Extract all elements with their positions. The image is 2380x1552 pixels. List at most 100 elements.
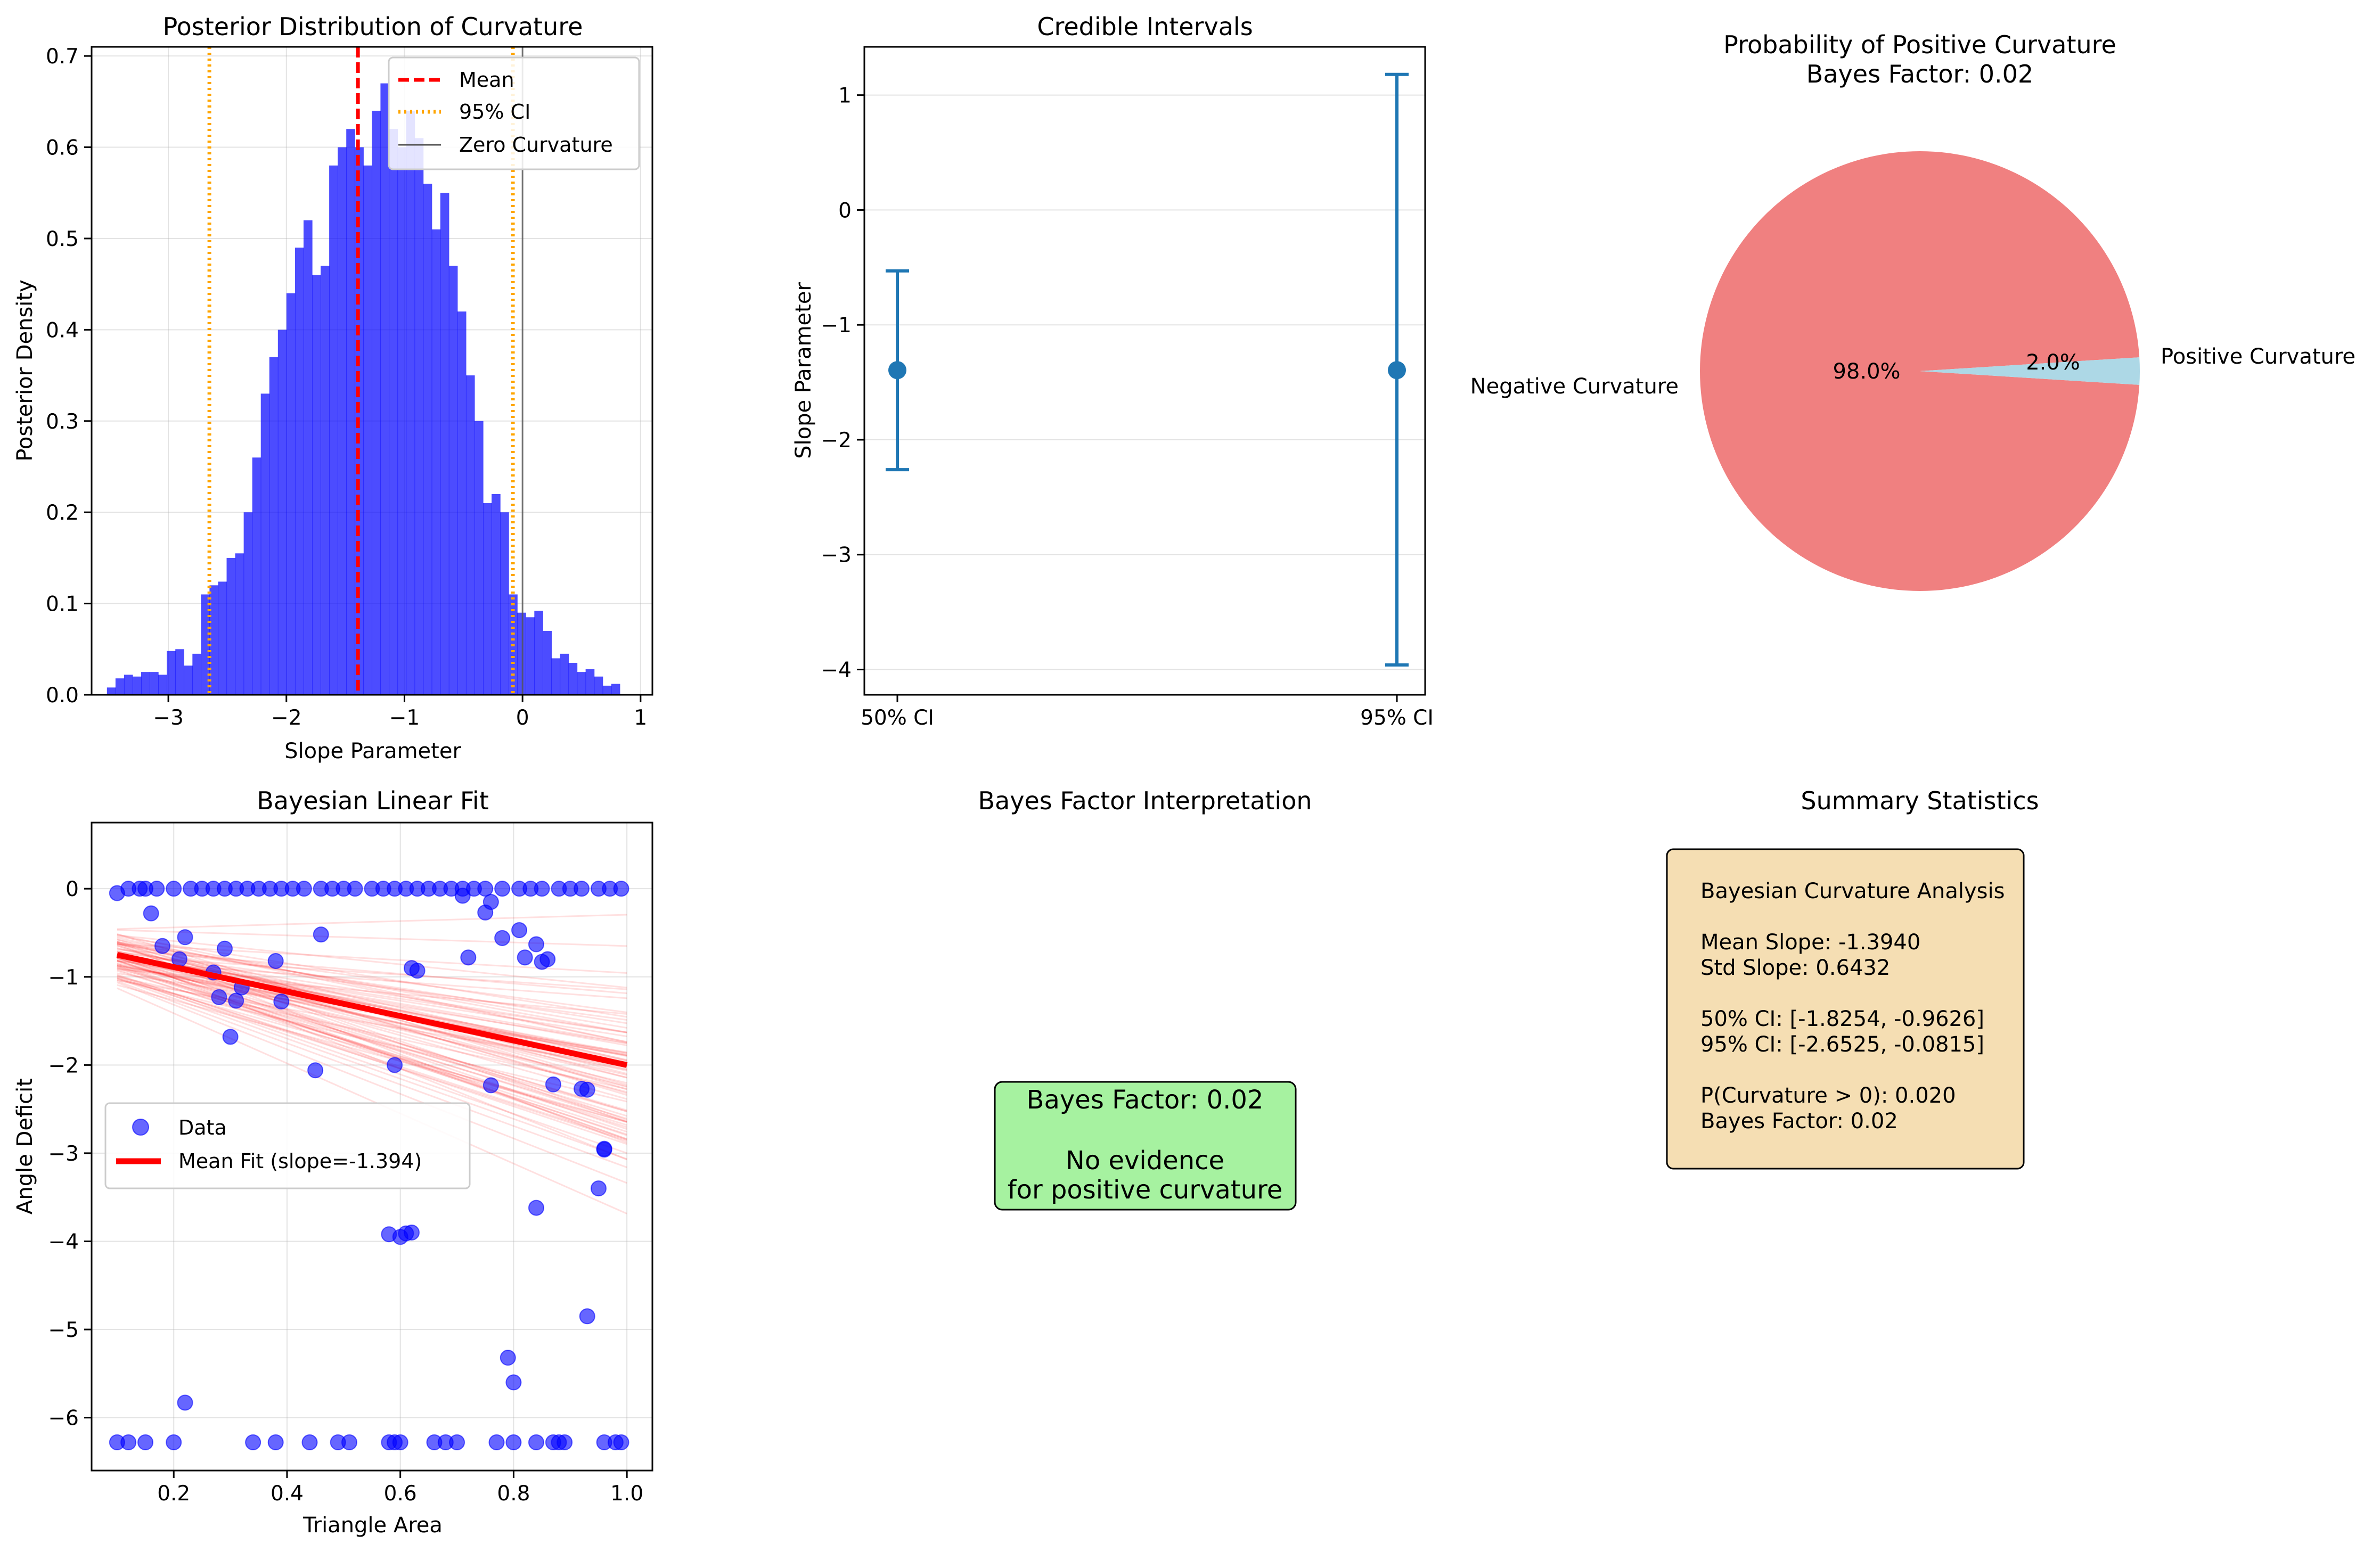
histogram-bar [277,330,287,695]
posterior-sample-line [117,984,627,1123]
posterior-sample-line [117,943,627,1024]
posterior-sample-line [117,962,627,1084]
posterior-sample-line [117,964,627,1072]
posterior-sample-line [117,970,627,1126]
pie-label-positive: Positive Curvature [2161,344,2356,369]
posterior-sample-line [117,955,627,1079]
legend-frame [104,1102,471,1189]
data-point [579,1308,595,1325]
posterior-sample-line [117,959,627,1140]
histogram-bar [141,672,150,695]
data-point [528,1434,544,1451]
posterior-sample-line [117,965,627,1133]
posterior-sample-line [117,939,627,1033]
y-tick-label: −6 [48,1407,79,1431]
x-tick-label: 0.8 [497,1482,530,1506]
y-tick-label: 1 [838,84,852,108]
x-tick-label: 0.6 [384,1482,417,1506]
data-point [228,992,244,1009]
y-tick-label: 0.4 [46,318,79,342]
data-point [539,951,556,967]
histogram-bar [329,165,338,695]
histogram-bar [252,457,261,695]
x-tick-label: 0.2 [157,1482,190,1506]
posterior-sample-line [117,955,627,1033]
summary-statistics-panel: Summary Statistics Bayesian Curvature An… [1666,786,2039,1170]
data-point [557,1434,573,1451]
data-point [596,1140,612,1157]
posterior-sample-line [117,958,627,1093]
plot-frame [91,46,653,696]
data-point [511,922,528,939]
posterior-sample-line [117,968,627,1015]
y-tick-label: 0.0 [46,684,79,708]
x-tick-label: −3 [153,706,184,730]
data-point [273,993,290,1010]
x-axis-label: Slope Parameter [284,739,461,763]
data-point [143,905,159,922]
data-point [149,881,165,897]
data-point [154,938,170,954]
histogram-bar [260,393,270,695]
data-point [301,1434,318,1451]
posterior-sample-line [117,979,627,1067]
chart-title: Posterior Distribution of Curvature [163,12,583,41]
histogram-bar [448,266,458,695]
x-tick-label: 1 [634,706,647,730]
posterior-sample-line [117,974,627,1141]
posterior-sample-line [117,979,627,1103]
x-tick-label: 1.0 [610,1482,643,1506]
histogram-bar [226,557,236,695]
bayes-evidence-line1: No evidence [1066,1146,1224,1176]
y-tick-label: −2 [821,429,852,453]
data-point [347,881,363,897]
pie-slice-negative [1700,151,2140,591]
data-point [534,881,550,897]
posterior-sample-line [117,981,627,1184]
histogram-bar [321,266,330,695]
x-tick-label: −1 [389,706,420,730]
posterior-sample-line [117,965,627,1120]
data-point [488,1434,505,1451]
panel-title: Summary Statistics [1801,786,2039,815]
y-tick-label: −4 [48,1230,79,1254]
histogram-bar [175,649,184,695]
histogram-bar [235,553,244,695]
histogram-bar [346,129,355,695]
y-axis-label: Posterior Density [13,280,37,462]
data-point [613,1434,629,1451]
data-point [166,1434,182,1451]
data-point [545,1076,561,1093]
data-point [494,930,511,946]
y-tick-label: −5 [48,1318,79,1342]
data-point [477,881,494,897]
histogram-bar [338,147,347,695]
histogram-bar [492,494,501,695]
posterior-sample-line [117,978,627,1160]
histogram-bar [406,110,415,695]
data-point [307,1062,324,1079]
histogram-bar [568,663,578,695]
data-point [387,1057,403,1073]
plot-frame [863,46,1426,696]
data-point [460,949,477,966]
pie-label-negative: Negative Curvature [1470,374,1679,399]
summary-line: Bayesian Curvature Analysis [1700,879,2005,904]
legend-frame [388,56,640,170]
posterior-sample-line [117,935,627,1018]
histogram-bar [517,612,526,695]
summary-line: Mean Slope: -1.3940 [1700,930,1920,955]
histogram-bar [397,147,407,695]
y-tick-label: 0.7 [46,45,79,69]
y-tick-label: −1 [821,314,852,338]
pie-pct-negative: 98.0% [1833,359,1900,384]
data-point [590,1180,607,1197]
chart-title: Bayesian Linear Fit [257,786,489,815]
data-point [137,1434,154,1451]
histogram-bar [474,421,484,695]
histogram-bar [440,193,449,695]
summary-line: Std Slope: 0.6432 [1700,956,1890,980]
posterior-sample-line [117,941,627,1029]
posterior-sample-line [117,960,627,1111]
